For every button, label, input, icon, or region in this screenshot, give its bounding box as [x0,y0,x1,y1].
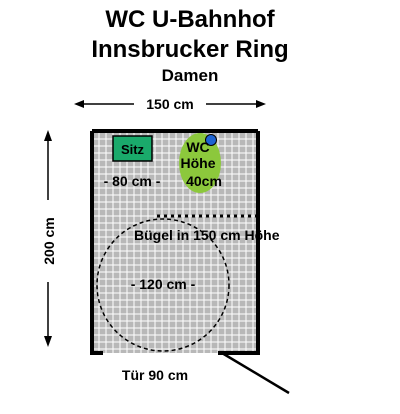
title-line-1: WC U-Bahnhof [105,6,275,33]
turning-circle [96,218,230,352]
door-label: Tür 90 cm [122,367,188,383]
title-line-3: Damen [161,66,219,85]
front-space-label: - 80 cm - [104,173,161,189]
wc-bowl [179,133,221,193]
floor-tiles [92,132,258,353]
wc-label-3: 40cm [186,173,222,189]
wc-label-1: WC [186,139,209,155]
door-leaf [221,351,290,395]
seat [112,135,153,162]
title-line-2: Innsbrucker Ring [91,36,289,63]
flush-button [205,134,217,146]
height-arrow [44,130,52,347]
wc-label-2: Höhe [181,155,216,171]
turning-circle-label: - 120 cm - [131,276,196,292]
seat-label: Sitz [121,142,145,157]
walls [90,129,260,355]
height-label: 200 cm [41,217,57,264]
width-arrow [74,100,266,108]
width-label: 150 cm [146,96,193,112]
